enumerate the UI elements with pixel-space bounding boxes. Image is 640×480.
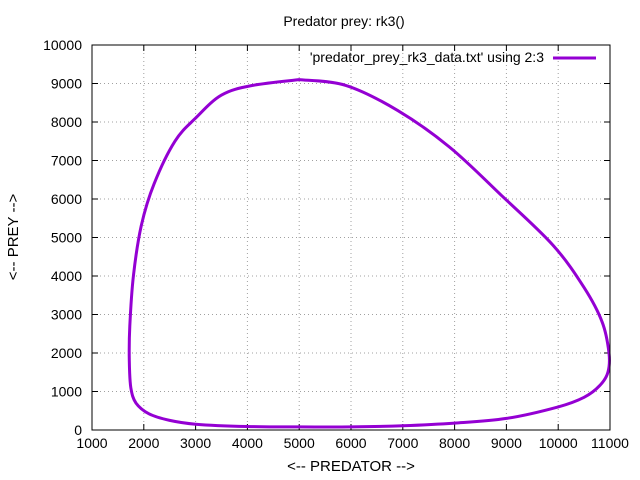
y-tick-label: 0 [74,422,82,438]
plot-frame [91,44,611,431]
x-tick-label: 5000 [284,435,315,451]
legend: 'predator_prey_rk3_data.txt' using 2:3 [310,49,596,65]
series-line [127,78,611,429]
x-tick-label: 10000 [539,435,578,451]
x-tick-label: 3000 [180,435,211,451]
y-tick-label: 4000 [51,268,82,284]
chart-title: Predator prey: rk3() [283,13,404,29]
y-tick-label: 5000 [51,230,82,246]
x-tick-label: 8000 [439,435,470,451]
series-layer [127,78,611,429]
y-tick-label: 1000 [51,384,82,400]
x-tick-label: 6000 [335,435,366,451]
y-axis-label: <-- PREY --> [5,194,22,281]
x-tick-label: 4000 [232,435,263,451]
x-tick-label: 7000 [387,435,418,451]
x-tick-label: 9000 [491,435,522,451]
y-tick-label: 7000 [51,153,82,169]
legend-label: 'predator_prey_rk3_data.txt' using 2:3 [310,49,544,65]
x-axis-label: <-- PREDATOR --> [287,458,415,475]
y-tick-label: 9000 [51,76,82,92]
y-tick-label: 10000 [43,37,82,53]
x-tick-label: 1000 [76,435,107,451]
grid-lines [92,45,610,430]
x-tick-labels: 1000 2000 3000 4000 5000 6000 7000 8000 9000 1000… [76,435,629,451]
y-tick-label: 8000 [51,114,82,130]
y-tick-label: 6000 [51,191,82,207]
x-tick-label: 2000 [128,435,159,451]
y-tick-label: 2000 [51,345,82,361]
x-tick-label: 11000 [591,435,629,451]
y-tick-labels: 0 1000 2000 3000 4000 5000 6000 7000 8000 9000 100… [43,37,82,438]
y-tick-label: 3000 [51,307,82,323]
